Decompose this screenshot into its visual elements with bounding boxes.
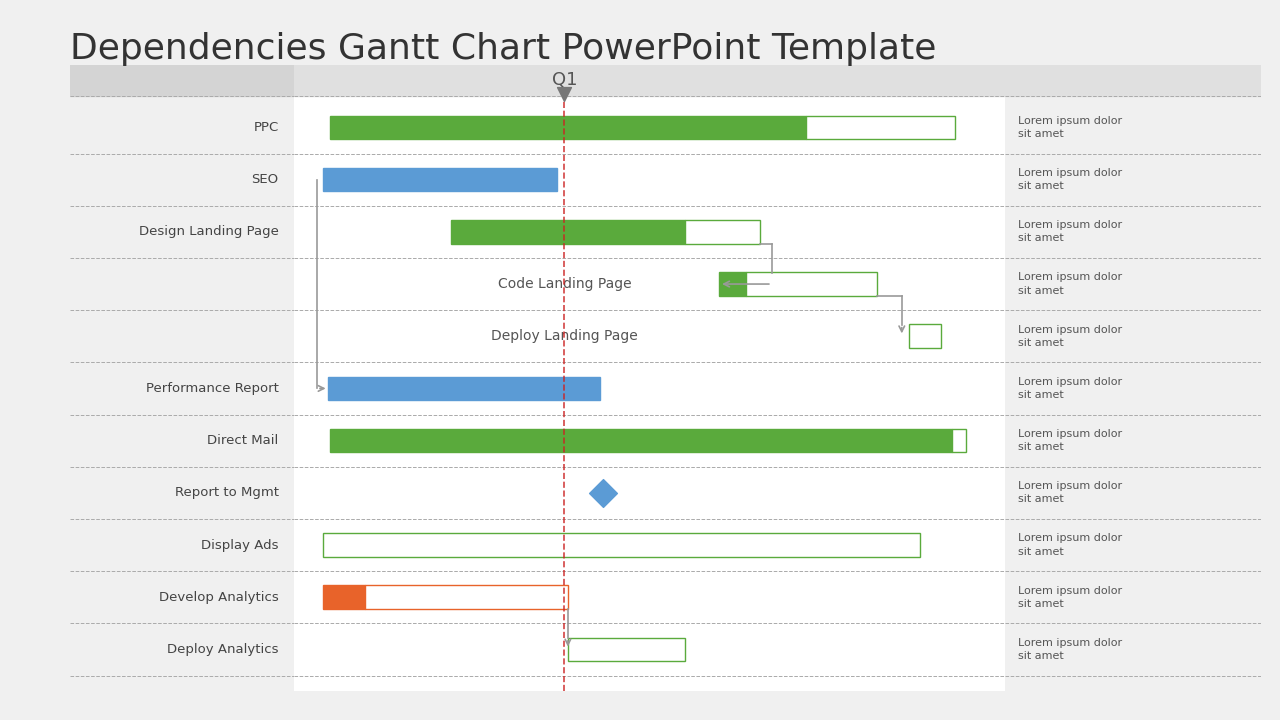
Text: Lorem ipsum dolor
sit amet: Lorem ipsum dolor sit amet: [1018, 534, 1121, 557]
Text: SEO: SEO: [252, 173, 279, 186]
Text: Direct Mail: Direct Mail: [207, 434, 279, 447]
Text: Lorem ipsum dolor
sit amet: Lorem ipsum dolor sit amet: [1018, 377, 1121, 400]
Bar: [294, 65, 1005, 96]
FancyBboxPatch shape: [685, 220, 760, 243]
Point: [554, 88, 575, 99]
Bar: [70, 65, 294, 96]
Text: Code Landing Page: Code Landing Page: [498, 277, 631, 291]
FancyBboxPatch shape: [323, 585, 366, 609]
Text: Deploy Landing Page: Deploy Landing Page: [492, 329, 637, 343]
FancyBboxPatch shape: [330, 429, 951, 452]
FancyBboxPatch shape: [909, 325, 941, 348]
Text: Deploy Analytics: Deploy Analytics: [168, 643, 279, 656]
FancyBboxPatch shape: [719, 272, 745, 296]
FancyBboxPatch shape: [451, 220, 685, 243]
Point: [593, 487, 613, 498]
Text: Display Ads: Display Ads: [201, 539, 279, 552]
FancyBboxPatch shape: [568, 638, 685, 661]
Text: Q1: Q1: [552, 71, 577, 89]
Text: Lorem ipsum dolor
sit amet: Lorem ipsum dolor sit amet: [1018, 325, 1121, 348]
FancyBboxPatch shape: [951, 429, 965, 452]
FancyBboxPatch shape: [366, 585, 568, 609]
Text: Lorem ipsum dolor
sit amet: Lorem ipsum dolor sit amet: [1018, 481, 1121, 505]
Text: Design Landing Page: Design Landing Page: [138, 225, 279, 238]
FancyBboxPatch shape: [323, 168, 557, 192]
Text: Lorem ipsum dolor
sit amet: Lorem ipsum dolor sit amet: [1018, 168, 1121, 192]
Text: Dependencies Gantt Chart PowerPoint Template: Dependencies Gantt Chart PowerPoint Temp…: [70, 32, 937, 66]
Text: Performance Report: Performance Report: [146, 382, 279, 395]
Text: Lorem ipsum dolor
sit amet: Lorem ipsum dolor sit amet: [1018, 272, 1121, 296]
Text: Develop Analytics: Develop Analytics: [159, 590, 279, 604]
Text: PPC: PPC: [253, 121, 279, 134]
Text: Report to Mgmt: Report to Mgmt: [175, 486, 279, 500]
FancyBboxPatch shape: [745, 272, 877, 296]
Text: Lorem ipsum dolor
sit amet: Lorem ipsum dolor sit amet: [1018, 116, 1121, 139]
FancyBboxPatch shape: [323, 534, 919, 557]
FancyBboxPatch shape: [328, 377, 600, 400]
Text: Lorem ipsum dolor
sit amet: Lorem ipsum dolor sit amet: [1018, 429, 1121, 452]
Text: Lorem ipsum dolor
sit amet: Lorem ipsum dolor sit amet: [1018, 638, 1121, 661]
Text: Lorem ipsum dolor
sit amet: Lorem ipsum dolor sit amet: [1018, 585, 1121, 609]
FancyBboxPatch shape: [806, 116, 955, 139]
Bar: [1005, 65, 1261, 96]
Text: Lorem ipsum dolor
sit amet: Lorem ipsum dolor sit amet: [1018, 220, 1121, 243]
FancyBboxPatch shape: [330, 116, 806, 139]
